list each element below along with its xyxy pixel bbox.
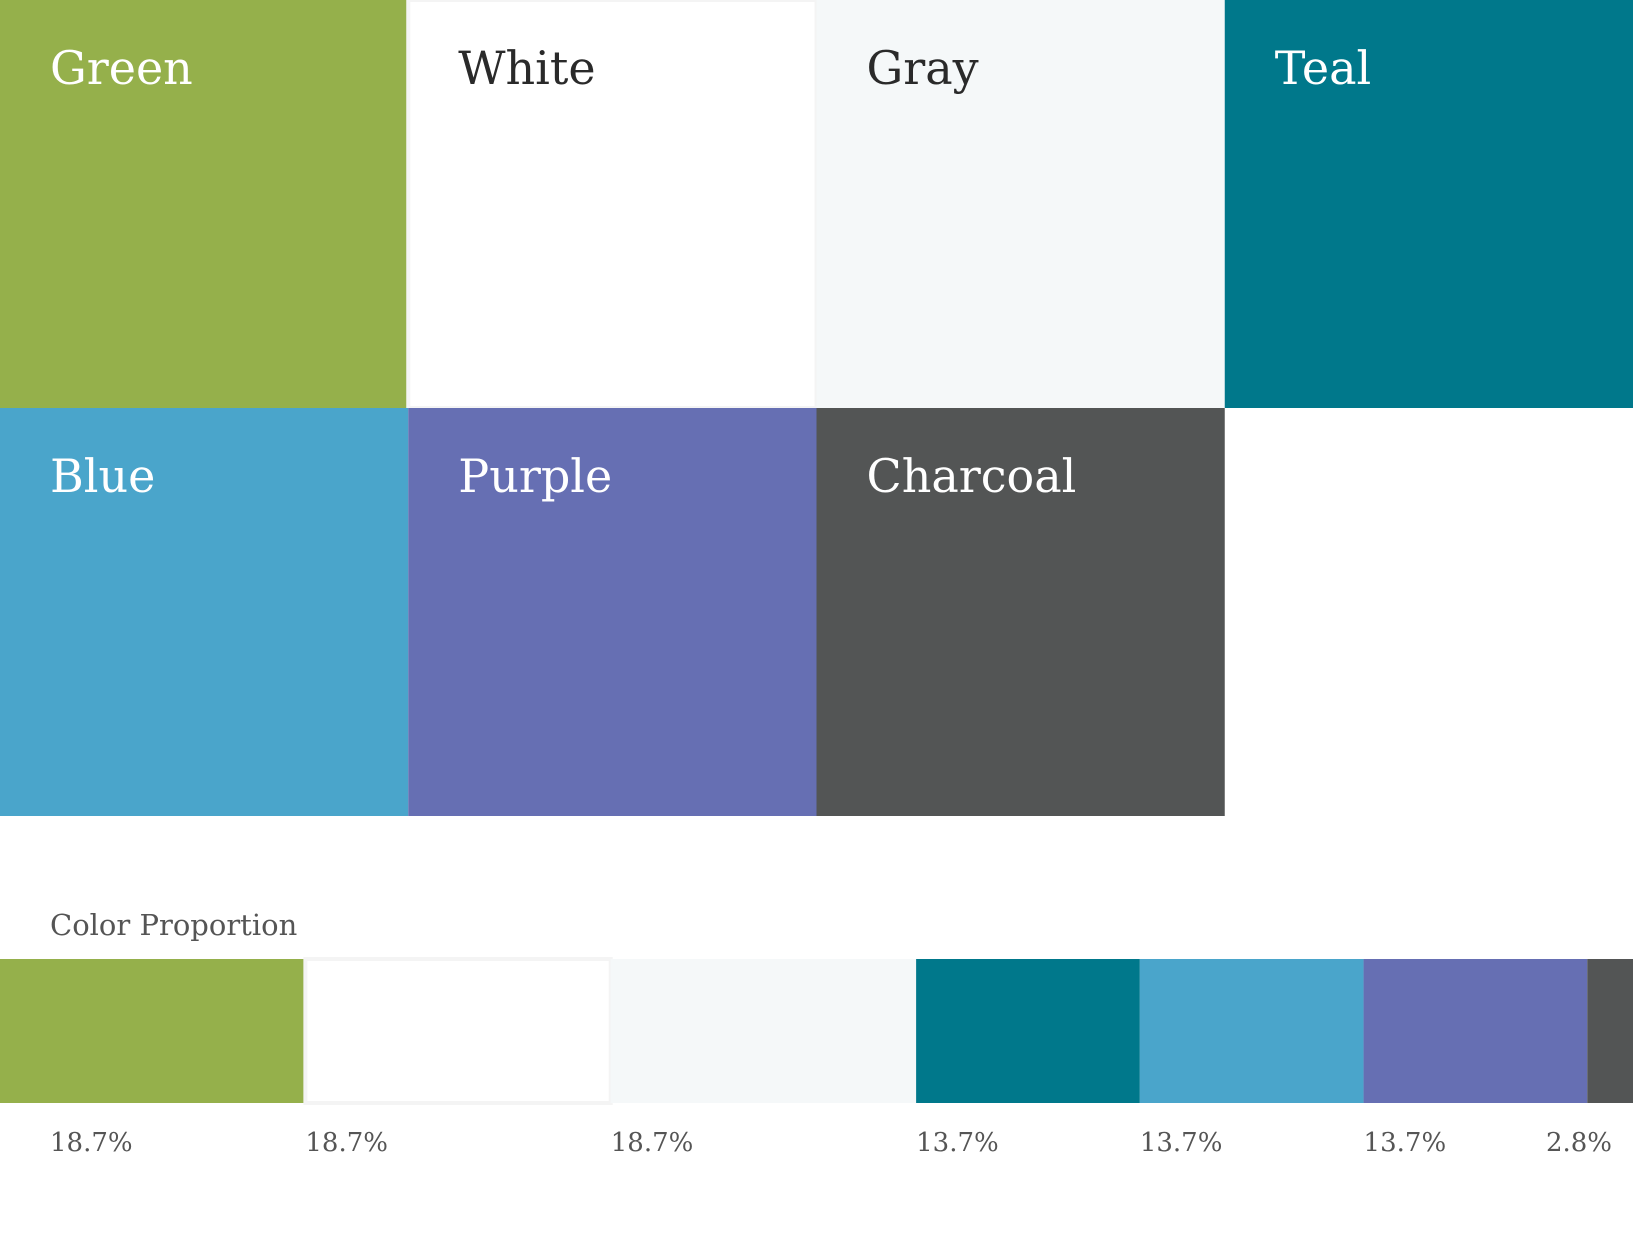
proportion-segment	[610, 959, 917, 1103]
proportion-segment	[1139, 959, 1364, 1103]
proportion-segment	[916, 959, 1140, 1103]
swatch-name: Teal	[1275, 41, 1371, 95]
proportion-label: 2.8%	[1546, 1128, 1612, 1158]
proportion-label: 18.7%	[305, 1128, 388, 1158]
swatch	[816, 0, 1225, 408]
swatch	[408, 408, 817, 816]
swatch-name: Charcoal	[867, 449, 1077, 503]
proportion-label: 13.7%	[1140, 1128, 1223, 1158]
proportion-segment	[1587, 959, 1633, 1103]
proportion-segment	[0, 959, 306, 1103]
swatch-name: Gray	[867, 41, 979, 95]
swatch-name: Green	[50, 41, 193, 95]
swatch	[1224, 0, 1633, 408]
proportion-label: 13.7%	[916, 1128, 999, 1158]
proportion-segment	[1363, 959, 1588, 1103]
swatch	[0, 0, 409, 408]
proportion-label: 18.7%	[50, 1128, 133, 1158]
proportion-label: 18.7%	[611, 1128, 694, 1158]
proportion-label: 13.7%	[1364, 1128, 1447, 1158]
swatch-name: Purple	[458, 449, 612, 503]
proportion-title: Color Proportion	[50, 908, 297, 942]
swatch	[0, 408, 409, 816]
proportion-segment	[303, 957, 613, 1105]
swatch-name: Blue	[50, 449, 155, 503]
swatch-name: White	[458, 41, 595, 95]
swatch	[406, 0, 819, 410]
swatch	[816, 408, 1225, 816]
